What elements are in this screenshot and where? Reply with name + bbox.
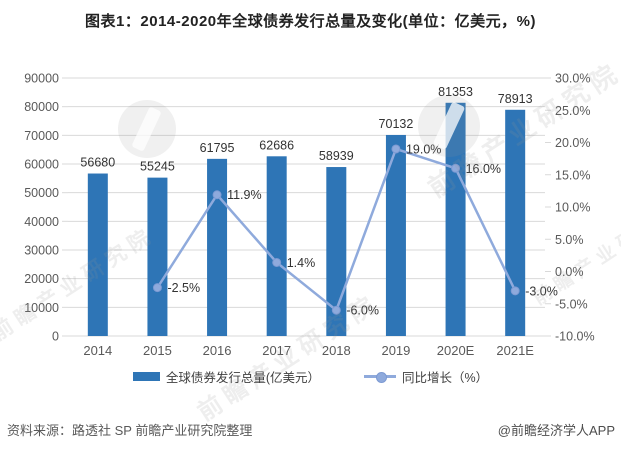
chart-footer: 资料来源：路透社 SP 前瞻产业研究院整理 @前瞻经济学人APP	[0, 420, 621, 439]
line-point-label: 11.9%	[227, 188, 262, 202]
y2-axis-tick-label: 25.0%	[555, 104, 590, 118]
x-axis-label: 2021E	[496, 343, 534, 358]
bar-value-label: 55245	[140, 160, 175, 174]
y-axis-tick-label: 10000	[24, 301, 59, 315]
y-axis-tick-label: 70000	[24, 129, 59, 143]
line-marker	[272, 257, 282, 267]
y2-axis-tick-label: 10.0%	[555, 201, 590, 215]
y-axis-tick-label: 90000	[24, 72, 59, 86]
chart-legend: 全球债券发行总量(亿美元） 同比增长（%）	[0, 367, 621, 386]
bar-value-label: 56680	[80, 156, 115, 170]
line-marker	[451, 163, 461, 173]
x-axis-label: 2018	[322, 343, 351, 358]
legend-label-bars: 全球债券发行总量(亿美元）	[165, 371, 321, 385]
x-axis-label: 2015	[143, 343, 172, 358]
legend-item-line: 同比增长（%）	[364, 367, 488, 386]
line-point-label: -6.0%	[346, 304, 379, 318]
y2-axis-tick-label: 20.0%	[555, 136, 590, 150]
y-axis-tick-label: 20000	[24, 272, 59, 286]
bar	[385, 134, 406, 336]
line-point-label: -2.5%	[167, 281, 200, 295]
y-axis-tick-label: 30000	[24, 244, 59, 258]
y-axis-tick-label: 0	[52, 330, 59, 344]
line-point-label: 1.4%	[287, 256, 316, 270]
line-marker	[391, 144, 401, 154]
line-marker	[152, 283, 162, 293]
x-axis-label: 2019	[381, 343, 410, 358]
bar-swatch-icon	[132, 372, 160, 381]
bar-value-label: 78913	[498, 92, 533, 106]
legend-label-line: 同比增长（%）	[402, 371, 489, 385]
source-note: 资料来源：路透社 SP 前瞻产业研究院整理	[7, 423, 253, 438]
bar-value-label: 61795	[200, 141, 235, 155]
y-axis-tick-label: 50000	[24, 186, 59, 200]
bar	[207, 158, 228, 336]
watermark-credit: @前瞻经济学人APP	[497, 423, 615, 438]
x-axis-label: 2014	[83, 343, 112, 358]
y2-axis-tick-label: -10.0%	[555, 330, 595, 344]
bar-value-label: 58939	[319, 149, 354, 163]
y2-axis-tick-label: 15.0%	[555, 168, 590, 182]
bar-value-label: 81353	[438, 85, 473, 99]
y2-axis-tick-label: -5.0%	[555, 297, 588, 311]
line-marker	[331, 305, 341, 315]
line-marker	[212, 190, 222, 200]
bar	[505, 109, 526, 336]
line-point-label: 19.0%	[406, 142, 441, 156]
line-marker	[510, 286, 520, 296]
legend-item-bars: 全球债券发行总量(亿美元）	[132, 367, 321, 386]
y-axis-tick-label: 40000	[24, 215, 59, 229]
bar	[87, 173, 108, 336]
bar-value-label: 62686	[259, 138, 294, 152]
x-axis-label: 2020E	[437, 343, 475, 358]
line-point-label: -3.0%	[525, 284, 558, 298]
line-point-label: 16.0%	[466, 162, 501, 176]
bar	[147, 177, 168, 336]
bar-value-label: 70132	[379, 117, 414, 131]
line-swatch-icon	[364, 372, 397, 383]
bar	[445, 102, 466, 336]
bond-issuance-chart: 0 10000 20000 30000 40000 50000 60000 70000 8000…	[24, 72, 595, 359]
bar	[266, 156, 287, 336]
y2-axis-tick-label: 30.0%	[555, 72, 590, 86]
chart-title: 图表1：2014-2020年全球债券发行总量及变化(单位：亿美元，%)	[85, 13, 536, 30]
x-axis-label: 2017	[262, 343, 291, 358]
x-axis-label: 2016	[203, 343, 232, 358]
y-axis-tick-label: 60000	[24, 158, 59, 172]
y2-axis-tick-label: 5.0%	[555, 233, 584, 247]
y2-axis-tick-label: 0.0%	[555, 265, 584, 279]
y-axis-tick-label: 80000	[24, 100, 59, 114]
